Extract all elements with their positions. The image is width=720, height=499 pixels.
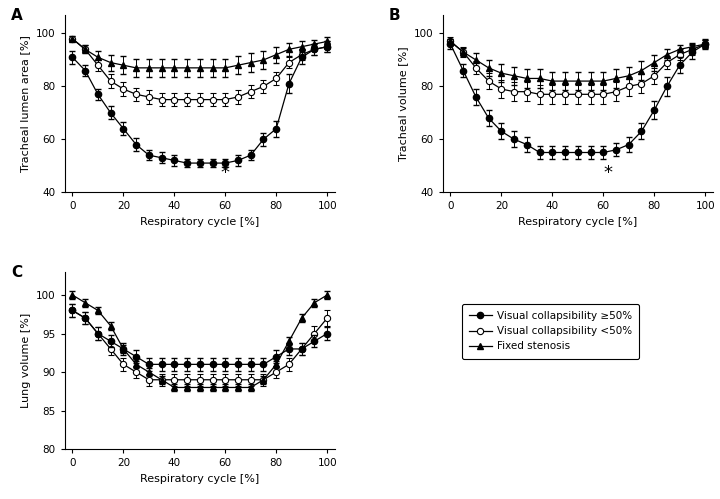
Y-axis label: Tracheal volume [%]: Tracheal volume [%]: [399, 46, 408, 161]
X-axis label: Respiratory cycle [%]: Respiratory cycle [%]: [518, 217, 637, 227]
Text: *: *: [604, 164, 613, 182]
Text: B: B: [389, 8, 400, 23]
Legend: Visual collapsibility ≥50%, Visual collapsibility <50%, Fixed stenosis: Visual collapsibility ≥50%, Visual colla…: [462, 304, 639, 359]
Y-axis label: Tracheal lumen area [%]: Tracheal lumen area [%]: [21, 35, 30, 172]
Text: A: A: [11, 8, 22, 23]
X-axis label: Respiratory cycle [%]: Respiratory cycle [%]: [140, 217, 259, 227]
X-axis label: Respiratory cycle [%]: Respiratory cycle [%]: [140, 474, 259, 484]
Y-axis label: Lung volume [%]: Lung volume [%]: [21, 313, 30, 408]
Text: *: *: [221, 164, 230, 182]
Text: C: C: [11, 265, 22, 280]
